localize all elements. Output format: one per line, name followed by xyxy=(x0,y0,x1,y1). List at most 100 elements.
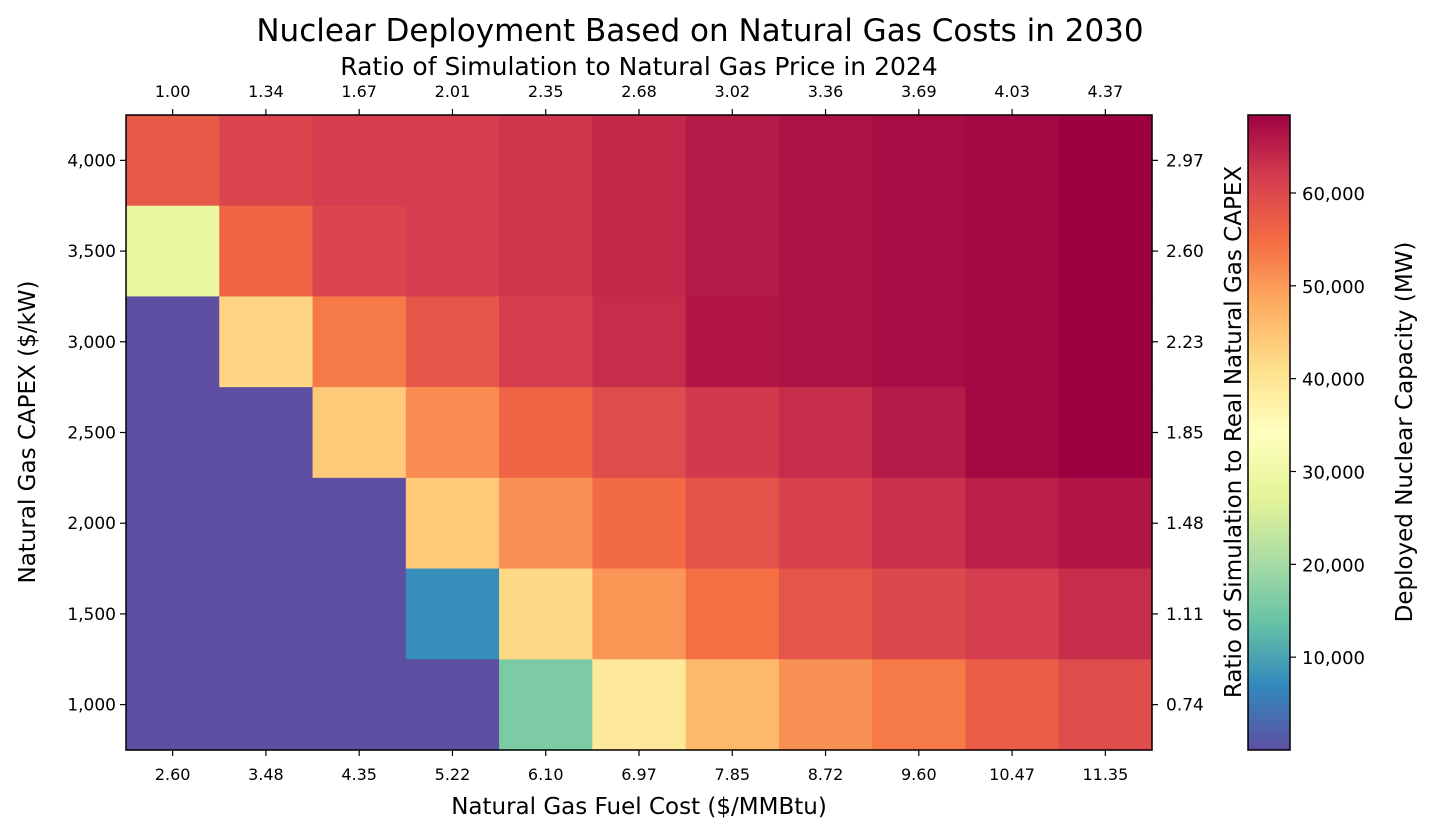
heatmap-cell xyxy=(965,568,1060,660)
heatmap-cell xyxy=(778,115,873,207)
top-x-axis-ticks: 1.00 1.34 1.67 2.01 2.35 2.68 3.02 3.36 3.69 4.03… xyxy=(155,82,1123,115)
y-axis-ticks: 4,000 3,500 3,000 2,500 2,000 1,500 1,000 xyxy=(67,151,126,716)
y-tick-label: 2,500 xyxy=(67,424,116,444)
heatmap-cell xyxy=(405,296,500,388)
heatmap-cell xyxy=(965,387,1060,479)
heatmap-cell xyxy=(592,477,687,570)
heatmap-cell xyxy=(685,477,780,570)
colorbar-label: Deployed Nuclear Capacity (MW) xyxy=(1392,242,1418,623)
heatmap-cell xyxy=(1058,115,1153,207)
colorbar-ticks: 10,000 20,000 30,000 40,000 50,000 60,000 xyxy=(1290,184,1365,669)
heatmap-cell xyxy=(1058,477,1153,570)
y-tick-label: 3,000 xyxy=(67,333,116,353)
heatmap-cell xyxy=(219,115,314,207)
heatmap-cell xyxy=(405,115,500,207)
colorbar-tick-label: 50,000 xyxy=(1302,277,1365,298)
heatmap-cell xyxy=(219,296,314,388)
heatmap-cell xyxy=(965,659,1060,751)
heatmap-cell xyxy=(592,387,687,479)
heatmap-cell xyxy=(499,568,593,660)
heatmap-cell xyxy=(126,477,220,570)
heatmap-cell xyxy=(312,659,407,751)
heatmap-cell xyxy=(1058,568,1153,660)
heatmap-cell xyxy=(499,659,593,751)
x-axis-ticks: 2.60 3.48 4.35 5.22 6.10 6.97 7.85 8.72 9.60 10.4… xyxy=(155,750,1128,784)
heatmap-cell xyxy=(872,568,967,660)
x-tick-label: 8.72 xyxy=(808,765,844,784)
heatmap-cell xyxy=(872,115,967,207)
top-x-tick-label: 2.01 xyxy=(435,82,471,101)
colorbar-tick-label: 40,000 xyxy=(1302,370,1365,391)
heatmap-cell xyxy=(499,477,593,570)
y-axis-label: Natural Gas CAPEX ($/kW) xyxy=(15,280,41,583)
heatmap-cell xyxy=(1058,387,1153,479)
heatmap-cell xyxy=(405,387,500,479)
heatmap-cell xyxy=(126,387,220,479)
heatmap-cell xyxy=(592,205,687,298)
right-y-tick-label: 2.23 xyxy=(1166,333,1204,353)
colorbar-tick-label: 30,000 xyxy=(1302,462,1365,483)
right-y-tick-label: 1.11 xyxy=(1166,605,1204,625)
heatmap-cell xyxy=(219,387,314,479)
top-x-tick-label: 2.68 xyxy=(621,82,657,101)
heatmap-cell xyxy=(219,568,314,660)
heatmap-cell xyxy=(685,659,780,751)
colorbar-tick-label: 60,000 xyxy=(1302,184,1365,205)
heatmap-cell xyxy=(1058,659,1153,751)
heatmap-cell xyxy=(965,115,1060,207)
heatmap-cell xyxy=(126,296,220,388)
y-tick-label: 1,000 xyxy=(67,696,116,716)
heatmap-cell xyxy=(965,296,1060,388)
heatmap-cell xyxy=(1058,205,1153,298)
heatmap-cell xyxy=(312,205,407,298)
heatmap-cell xyxy=(592,659,687,751)
heatmap-cell xyxy=(778,659,873,751)
top-x-tick-label: 4.03 xyxy=(994,82,1030,101)
heatmap-cell xyxy=(965,477,1060,570)
colorbar-tick-label: 20,000 xyxy=(1302,555,1365,576)
right-y-tick-label: 2.60 xyxy=(1166,242,1204,262)
heatmap-cell xyxy=(872,659,967,751)
heatmap-cell xyxy=(126,568,220,660)
heatmap-cell xyxy=(778,387,873,479)
heatmap-cell xyxy=(499,115,593,207)
heatmap-cell xyxy=(312,568,407,660)
x-tick-label: 4.35 xyxy=(341,765,377,784)
right-y-tick-label: 2.97 xyxy=(1166,151,1204,171)
x-axis-label: Natural Gas Fuel Cost ($/MMBtu) xyxy=(451,794,827,820)
x-tick-label: 6.10 xyxy=(528,765,564,784)
heatmap-cell xyxy=(405,568,500,660)
heatmap-cell xyxy=(126,205,220,298)
heatmap-cell xyxy=(592,568,687,660)
x-tick-label: 2.60 xyxy=(155,765,191,784)
heatmap-cell xyxy=(872,296,967,388)
heatmap-cell xyxy=(685,568,780,660)
heatmap-cell xyxy=(219,205,314,298)
x-tick-label: 7.85 xyxy=(714,765,750,784)
top-x-tick-label: 2.35 xyxy=(528,82,564,101)
x-tick-label: 3.48 xyxy=(248,765,284,784)
y-tick-label: 4,000 xyxy=(67,151,116,171)
x-tick-label: 9.60 xyxy=(901,765,937,784)
heatmap-cell xyxy=(872,477,967,570)
heatmap-cell xyxy=(872,205,967,298)
x-tick-label: 11.35 xyxy=(1082,765,1128,784)
heatmap-cell xyxy=(499,296,593,388)
x-tick-label: 5.22 xyxy=(435,765,471,784)
top-x-tick-label: 1.67 xyxy=(341,82,377,101)
heatmap-cell xyxy=(778,477,873,570)
heatmap-cell xyxy=(312,115,407,207)
top-x-tick-label: 3.02 xyxy=(714,82,750,101)
y-tick-label: 2,000 xyxy=(67,514,116,534)
heatmap-cell xyxy=(312,387,407,479)
heatmap-cell xyxy=(685,205,780,298)
heatmap-cells xyxy=(126,115,1153,751)
heatmap-cell xyxy=(126,659,220,751)
x-tick-label: 6.97 xyxy=(621,765,657,784)
heatmap-cell xyxy=(872,387,967,479)
y-tick-label: 3,500 xyxy=(67,242,116,262)
x-tick-label: 10.47 xyxy=(989,765,1035,784)
heatmap-cell xyxy=(499,205,593,298)
heatmap-cell xyxy=(312,477,407,570)
